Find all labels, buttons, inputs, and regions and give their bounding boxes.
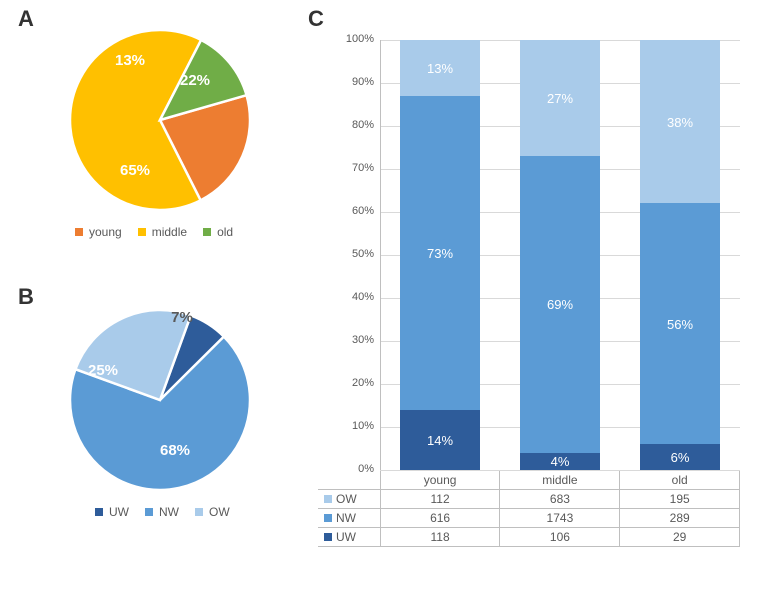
gridline — [380, 470, 740, 471]
data-table-c: youngmiddleold OW 112683195 NW 6161743289 UW 1… — [318, 470, 740, 547]
table-cell: 616 — [380, 509, 500, 528]
table-cell: 1743 — [500, 509, 620, 528]
table-cell: 195 — [620, 490, 740, 509]
bar-column: 4% 69% 27% — [520, 40, 600, 470]
pie-label-OW: 25% — [88, 362, 118, 379]
y-tick-label: 90% — [338, 76, 374, 88]
bar-column: 14% 73% 13% — [400, 40, 480, 470]
y-tick-label: 10% — [338, 420, 374, 432]
table-cell: 683 — [500, 490, 620, 509]
y-tick-label: 0% — [338, 463, 374, 475]
bar-segment-label: 13% — [400, 61, 480, 76]
legend-label: UW — [336, 530, 356, 544]
bar-column: 6% 56% 38% — [640, 40, 720, 470]
table-cell: 29 — [620, 528, 740, 547]
bar-segment-label: 73% — [400, 246, 480, 261]
bar-segment-label: 56% — [640, 317, 720, 332]
y-tick-label: 50% — [338, 248, 374, 260]
table-cell: 106 — [500, 528, 620, 547]
y-tick-label: 30% — [338, 334, 374, 346]
legend-swatch — [324, 495, 332, 503]
y-tick-label: 70% — [338, 162, 374, 174]
y-tick-label: 80% — [338, 119, 374, 131]
bar-segment-label: 69% — [520, 297, 600, 312]
table-header-cell: old — [620, 471, 740, 490]
legend-label: OW — [336, 492, 357, 506]
pie-label-NW: 68% — [160, 442, 190, 459]
pie-label-UW: 7% — [171, 309, 193, 326]
legend-swatch — [324, 533, 332, 541]
y-tick-label: 20% — [338, 377, 374, 389]
y-axis — [380, 40, 381, 470]
table-header-cell: middle — [500, 471, 620, 490]
table-header-cell: young — [380, 471, 500, 490]
table-cell: 112 — [380, 490, 500, 509]
legend-swatch — [145, 508, 153, 516]
table-rowhead: UW — [318, 528, 380, 547]
bar-segment-label: 4% — [520, 454, 600, 469]
bar-segment-label: 6% — [640, 450, 720, 465]
pie-b-legend: UW NW OW — [95, 505, 240, 519]
legend-label: UW — [109, 505, 129, 519]
y-tick-label: 100% — [338, 33, 374, 45]
legend-swatch — [95, 508, 103, 516]
y-tick-label: 60% — [338, 205, 374, 217]
bar-segment-label: 14% — [400, 433, 480, 448]
table-cell: 118 — [380, 528, 500, 547]
bar-segment-label: 27% — [520, 91, 600, 106]
bar-segment-label: 38% — [640, 115, 720, 130]
pie-chart-b: 7% 68% 25% — [0, 0, 320, 540]
legend-swatch — [195, 508, 203, 516]
table-cell: 289 — [620, 509, 740, 528]
legend-swatch — [324, 514, 332, 522]
table-rowhead: OW — [318, 490, 380, 509]
legend-label: NW — [159, 505, 179, 519]
table-rowhead: NW — [318, 509, 380, 528]
legend-label: NW — [336, 511, 356, 525]
y-tick-label: 40% — [338, 291, 374, 303]
legend-label: OW — [209, 505, 230, 519]
